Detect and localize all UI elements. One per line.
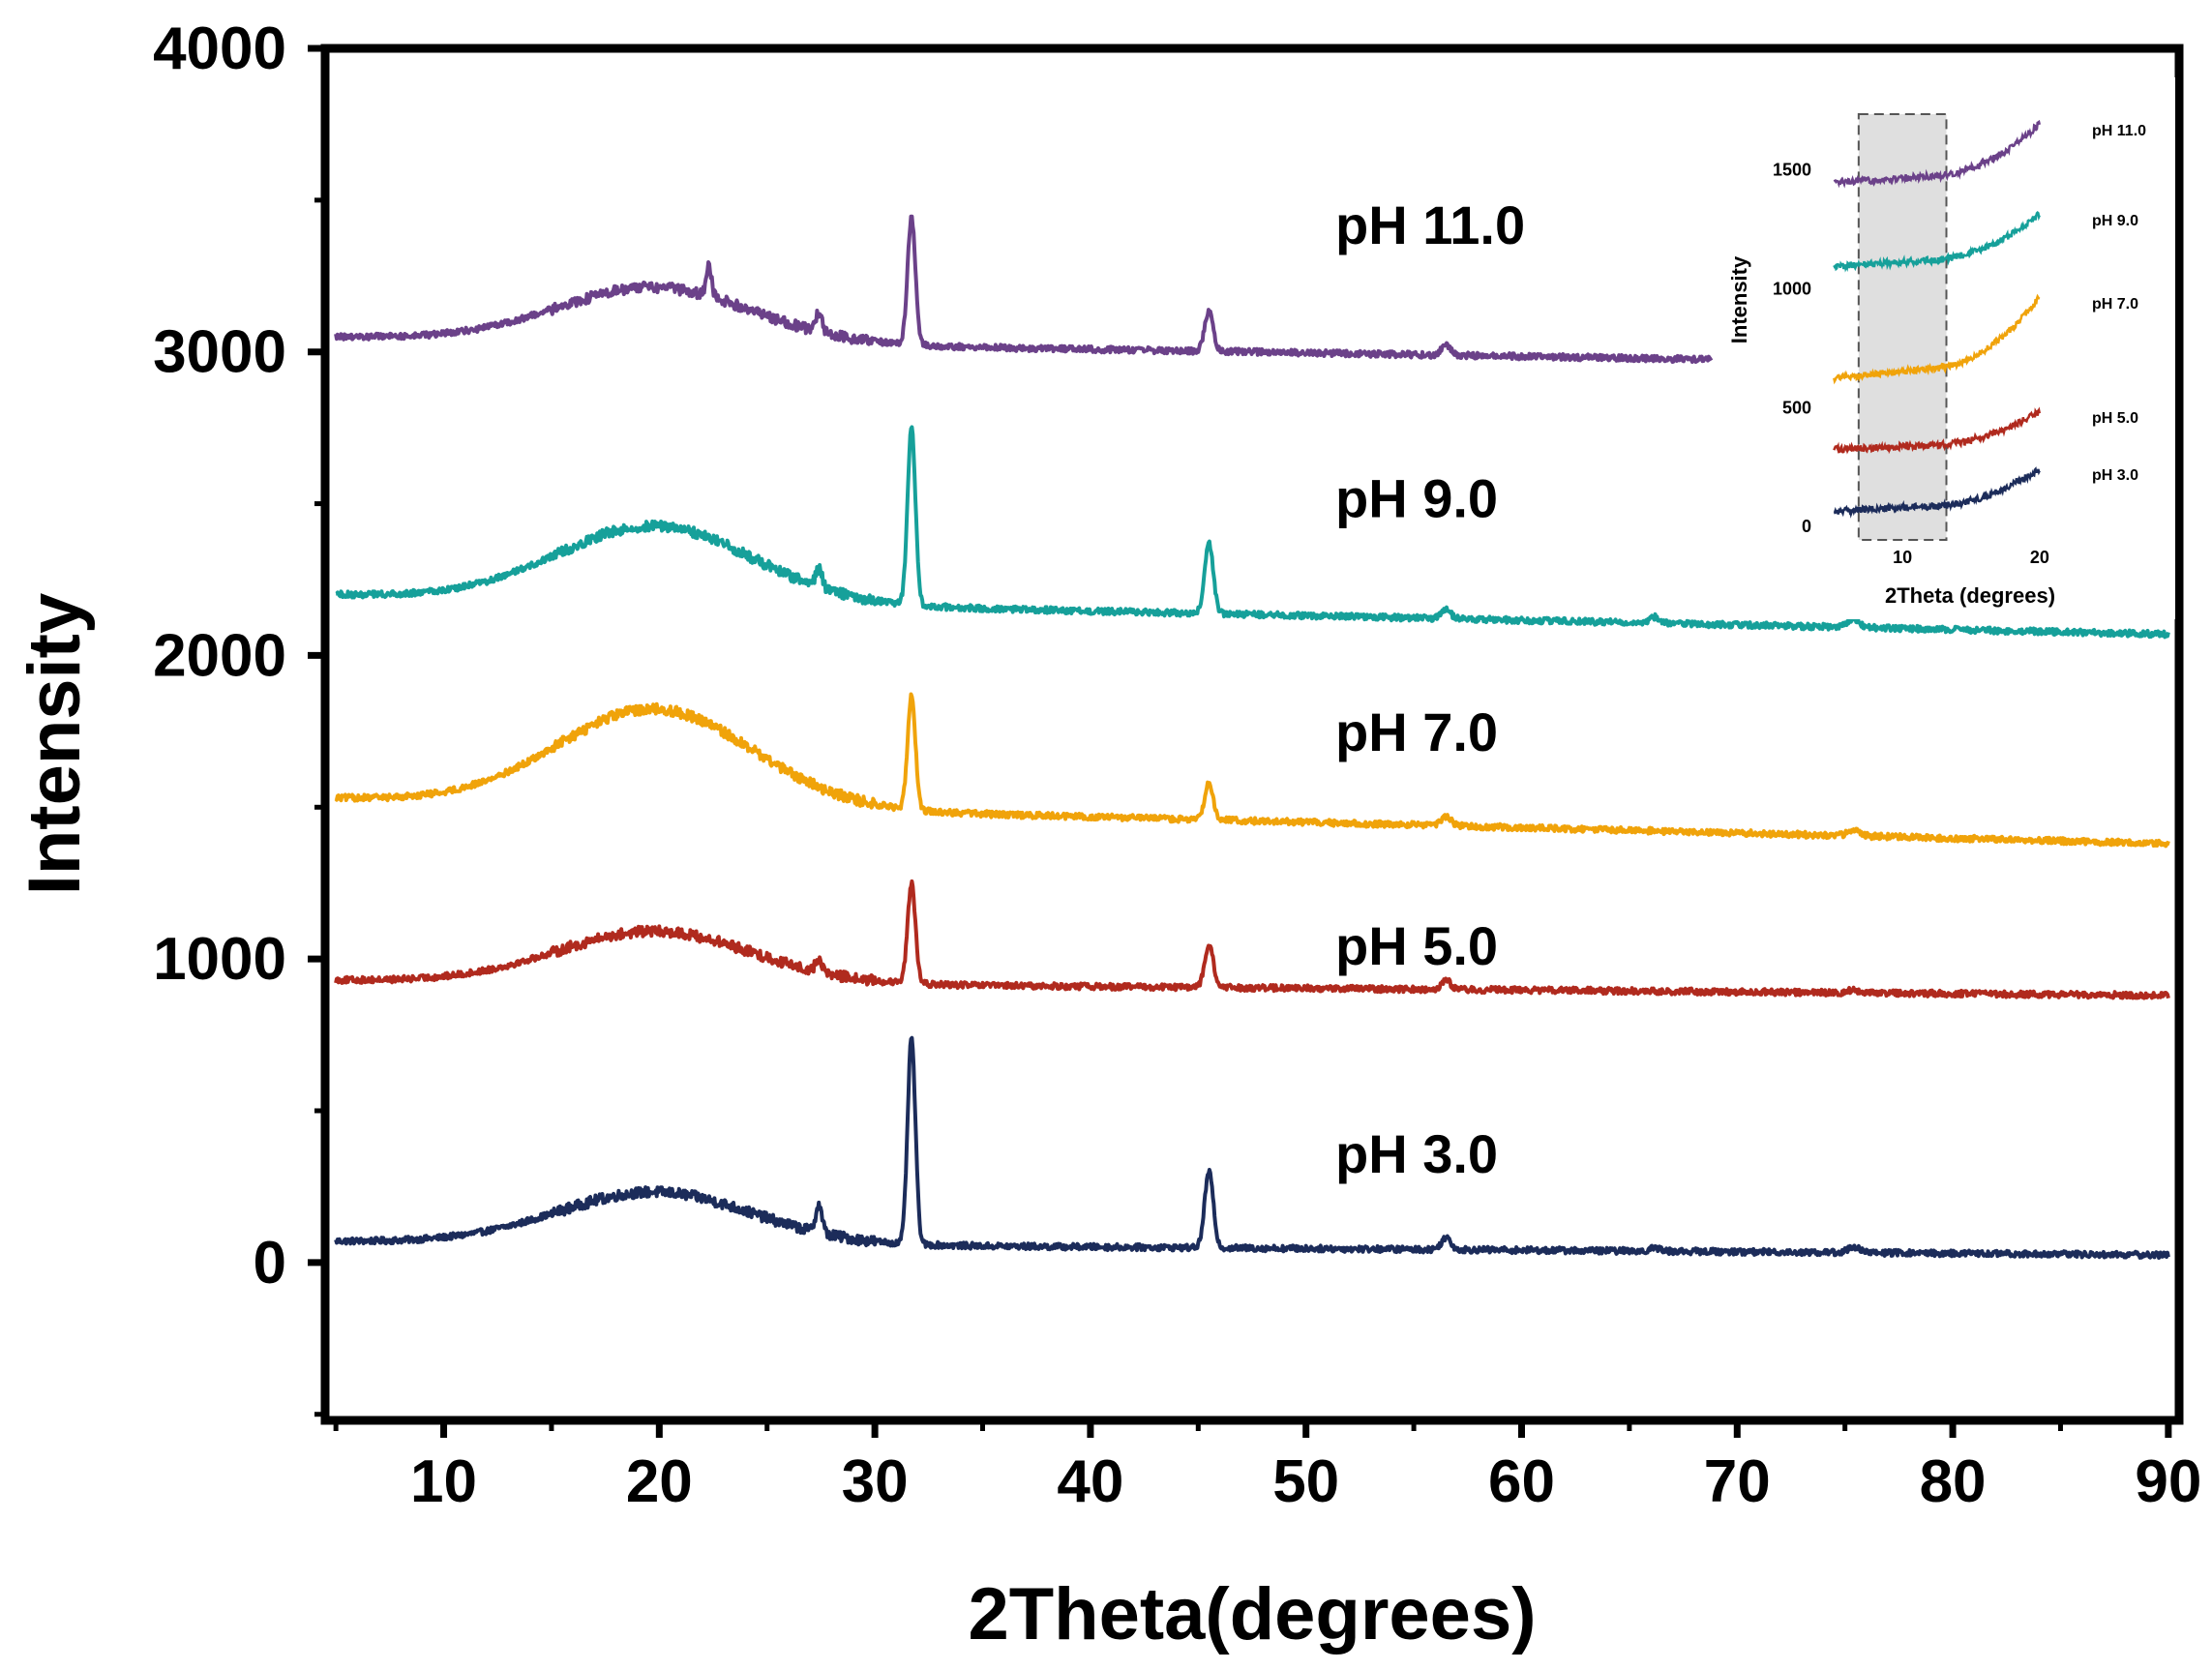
y-tick-label: 0 [254, 1230, 286, 1297]
inset-y-axis-title: Intensity [1727, 255, 1751, 343]
y-tick-label: 2000 [153, 622, 286, 689]
inset-series-line-ph-7-0 [1833, 293, 2041, 385]
inset-x-tick-label: 20 [2030, 548, 2049, 567]
series-line-ph-5-0 [334, 879, 2170, 1000]
plot-frame [320, 44, 2184, 1425]
inset-x-axis-title: 2Theta (degrees) [1885, 583, 2055, 608]
inset-series-line-ph-9-0 [1833, 210, 2041, 273]
series-line-ph-3-0 [334, 1035, 2170, 1260]
y-tick-label: 3000 [153, 319, 286, 386]
inset-x-axis-ticks: 10 20 [1893, 548, 2049, 567]
series-line-ph-11-0 [334, 214, 1714, 364]
series-label-ph-11-0: pH 11.0 [1335, 194, 1525, 255]
inset-series-layer [1833, 119, 2042, 519]
series-label-ph-9-0: pH 9.0 [1335, 467, 1498, 528]
y-axis-title: Intensity [14, 593, 96, 896]
inset-series-line-ph-3-0 [1833, 466, 2041, 519]
series-label-ph-7-0: pH 7.0 [1335, 701, 1498, 762]
inset-series-labels: pH 3.0 pH 5.0 pH 7.0 pH 9.0 pH 11.0 [2092, 123, 2146, 484]
inset-series-label-ph-9-0: pH 9.0 [2092, 213, 2138, 229]
inset-y-tick-label: 1000 [1773, 279, 1811, 298]
x-axis-title: 2Theta(degrees) [968, 1573, 1536, 1655]
x-tick-label: 40 [1057, 1448, 1123, 1515]
y-tick-label: 1000 [153, 926, 286, 993]
y-axis-ticks: 0 1000 2000 3000 4000 [153, 15, 325, 1417]
series-line-ph-9-0 [335, 425, 2170, 640]
series-layer [334, 214, 2170, 1260]
x-tick-label: 30 [842, 1448, 909, 1515]
x-tick-label: 80 [1920, 1448, 1987, 1515]
inset-series-label-ph-11-0: pH 11.0 [2092, 123, 2146, 139]
inset-y-axis-ticks: 0 500 1000 1500 [1773, 160, 1811, 536]
series-label-ph-5-0: pH 5.0 [1335, 915, 1498, 976]
y-tick-label: 4000 [153, 15, 286, 82]
series-labels: pH 3.0 pH 5.0 pH 7.0 pH 9.0 pH 11.0 [1335, 194, 1525, 1184]
main-plot: pH 3.0pH 5.0pH 7.0pH 9.0pH 11.0 01000200… [14, 15, 2201, 1655]
inset-plot: pH 3.0 pH 5.0 pH 7.0 pH 9.0 pH 11.0 0 500 1000… [1713, 77, 2175, 619]
inset-x-tick-label: 10 [1893, 548, 1912, 567]
x-tick-label: 60 [1488, 1448, 1555, 1515]
series-line-ph-7-0 [334, 692, 2170, 849]
x-tick-label: 20 [626, 1448, 693, 1515]
series-label-ph-3-0: pH 3.0 [1335, 1123, 1498, 1184]
x-tick-label: 70 [1704, 1448, 1771, 1515]
inset-y-tick-label: 1500 [1773, 160, 1811, 179]
x-tick-label: 10 [410, 1448, 477, 1515]
x-tick-label: 90 [2135, 1448, 2201, 1515]
inset-series-line-ph-5-0 [1833, 406, 2042, 455]
inset-series-label-ph-5-0: pH 5.0 [2092, 410, 2138, 427]
inset-y-tick-label: 0 [1802, 517, 1811, 536]
inset-series-label-ph-3-0: pH 3.0 [2092, 467, 2138, 484]
x-axis-ticks: 10 20 30 40 50 60 70 80 90 [333, 1420, 2201, 1515]
inset-y-tick-label: 500 [1782, 398, 1811, 417]
inset-series-line-ph-11-0 [1833, 119, 2042, 189]
x-tick-label: 50 [1272, 1448, 1339, 1515]
inset-series-label-ph-7-0: pH 7.0 [2092, 296, 2138, 313]
